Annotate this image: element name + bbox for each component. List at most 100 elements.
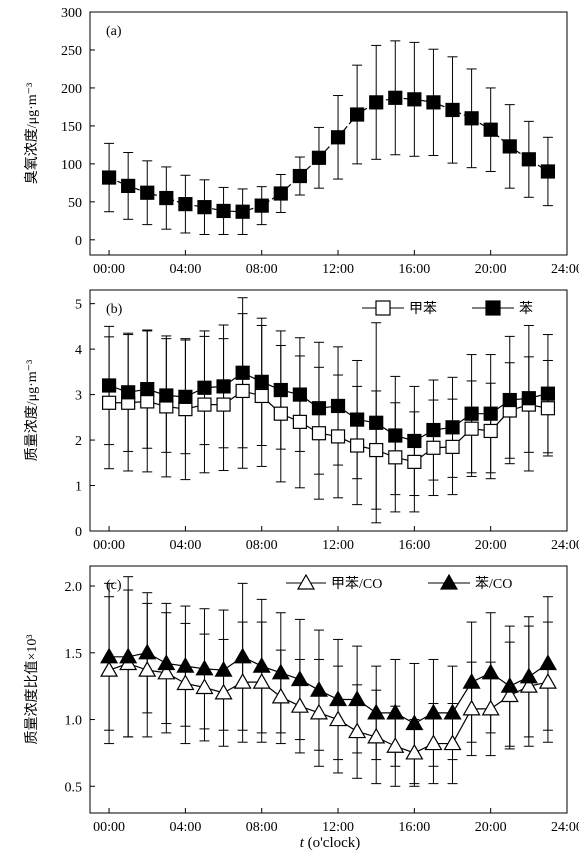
y-tick-label: 1.5 [65, 647, 83, 662]
y-tick-label: 2.0 [65, 580, 83, 595]
data-point [388, 428, 403, 443]
data-point [350, 412, 365, 427]
data-point [311, 401, 327, 416]
y-axis-label: 质量浓度比值×10³ [24, 634, 40, 744]
data-point [424, 703, 443, 720]
data-point [235, 383, 250, 399]
data-point [500, 676, 519, 693]
x-tick-label: 08:00 [246, 538, 278, 553]
legend-label-benzene-co: 苯/CO [475, 575, 512, 592]
data-point [502, 139, 517, 154]
data-point [464, 406, 479, 421]
x-tick-label: 16:00 [398, 538, 430, 553]
data-point [195, 678, 214, 695]
plot-frame [89, 289, 568, 532]
y-tick-label: 0 [75, 525, 82, 540]
y-tick-label: 300 [61, 6, 82, 21]
y-tick-label: 2 [75, 434, 82, 449]
data-point [100, 660, 119, 677]
data-point [540, 386, 556, 401]
x-tick-label: 24:00 [551, 262, 579, 277]
data-point [519, 676, 538, 693]
data-point [195, 659, 214, 676]
data-point [350, 438, 365, 453]
series-line [109, 652, 549, 725]
data-point [329, 710, 348, 727]
x-tick-label: 20:00 [475, 262, 507, 277]
x-tick-label: 16:00 [398, 820, 430, 835]
y-tick-label: 150 [61, 120, 82, 135]
data-point [329, 690, 348, 707]
data-point [235, 204, 250, 219]
y-tick-label: 1 [75, 480, 82, 495]
legend-marker-benzene-co [439, 573, 459, 590]
data-point [254, 198, 269, 213]
data-point [138, 643, 157, 660]
data-point [233, 647, 252, 664]
legend-label-benzene: 苯 [519, 300, 533, 317]
data-point [540, 401, 556, 416]
data-point [292, 414, 307, 429]
data-point [481, 663, 500, 680]
data-point [197, 380, 212, 395]
series-line [108, 97, 549, 213]
data-point [311, 150, 327, 165]
data-point [483, 406, 498, 421]
data-point [214, 683, 233, 700]
data-point [443, 703, 462, 720]
legend-label-toluene-co: 甲苯/CO [331, 575, 382, 592]
data-point [445, 102, 460, 118]
x-tick-label: 24:00 [551, 820, 579, 835]
data-point [157, 654, 176, 671]
y-axis-label: 臭氧浓度/μg·m⁻³ [24, 83, 40, 185]
data-point [121, 385, 136, 400]
data-point [216, 397, 231, 412]
data-point [369, 95, 384, 110]
data-point [101, 378, 117, 393]
y-tick-label: 5 [75, 298, 82, 313]
data-point [538, 654, 557, 671]
data-point [159, 388, 174, 403]
data-point [101, 170, 117, 185]
data-point [309, 680, 328, 697]
x-tick-label: 24:00 [551, 538, 579, 553]
panel-label: (a) [106, 24, 122, 39]
data-point [176, 656, 195, 673]
data-point [271, 687, 290, 704]
data-point [216, 203, 231, 219]
data-point [388, 450, 403, 465]
data-point [216, 379, 231, 394]
panel-b-marks: 00:00 04:00 08:00 12:00 16:00 20:00 24:00 0 1 2 3 4… [75, 297, 579, 553]
data-point [369, 415, 384, 430]
data-point [292, 168, 307, 184]
panel-label: (c) [106, 578, 122, 593]
data-point [309, 703, 328, 720]
y-axis-label: 质量浓度/μg·m⁻³ [24, 360, 40, 462]
data-point [521, 391, 536, 406]
data-point [273, 186, 288, 201]
data-point [121, 178, 136, 193]
data-point [197, 397, 212, 412]
data-point [178, 402, 193, 417]
x-tick-label: 12:00 [322, 820, 354, 835]
y-tick-label: 250 [61, 44, 82, 59]
legend: 甲苯 苯 [362, 300, 533, 317]
data-point [271, 663, 290, 680]
y-tick-label: 0.5 [65, 780, 83, 795]
panel-a: (a) 臭氧浓度/μg·m⁻³ 00:00 04:00 08:00 12:00 16:0… [24, 6, 579, 277]
data-point [254, 388, 269, 404]
x-tick-label: 04:00 [169, 820, 201, 835]
data-point [292, 387, 307, 402]
panel-label: (b) [106, 302, 123, 317]
x-tick-label: 08:00 [246, 820, 278, 835]
data-point [252, 672, 271, 689]
x-axis-label: t (o'clock) [300, 835, 361, 851]
data-point [140, 382, 155, 397]
data-point [138, 660, 157, 677]
panel-b: (b) 质量浓度/μg·m⁻³ 00:00 04:00 08:00 12:00 16:0… [24, 289, 579, 553]
data-point [445, 420, 460, 435]
data-point [483, 122, 498, 137]
y-tick-label: 1.0 [65, 714, 83, 729]
x-tick-label: 00:00 [93, 262, 125, 277]
data-point [443, 734, 462, 751]
